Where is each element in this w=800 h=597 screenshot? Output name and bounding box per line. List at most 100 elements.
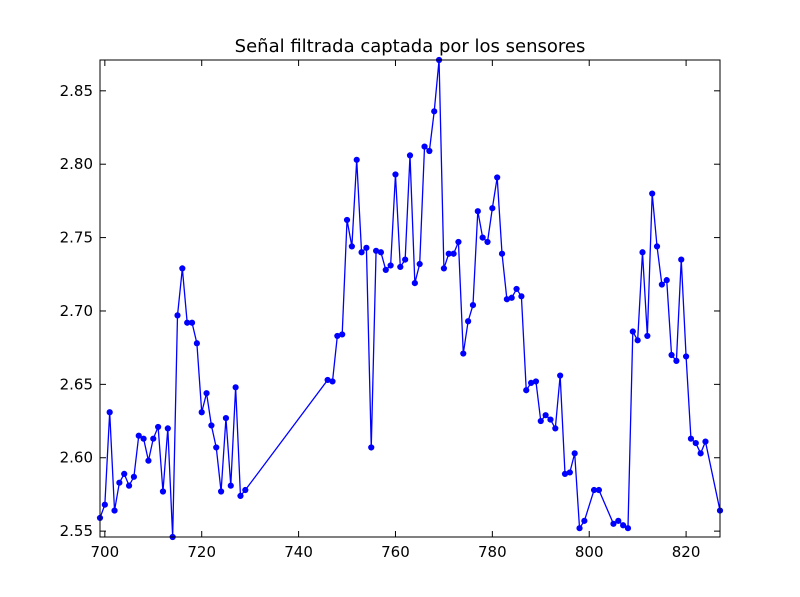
data-point: [411, 279, 418, 287]
data-point: [135, 432, 142, 439]
data-point: [537, 417, 544, 425]
data-point: [164, 425, 171, 432]
data-point: [513, 285, 520, 293]
data-point: [402, 256, 409, 263]
data-point: [208, 422, 215, 429]
data-point: [188, 319, 196, 326]
data-point: [106, 409, 113, 416]
data-point: [489, 205, 496, 212]
data-point: [595, 486, 603, 494]
data-point: [532, 378, 540, 385]
data-point: [668, 351, 675, 359]
data-point: [615, 517, 622, 524]
data-point: [542, 412, 549, 419]
data-point: [203, 390, 210, 397]
data-point: [382, 266, 389, 273]
data-point: [663, 277, 670, 284]
x-tick-label: 800: [575, 543, 604, 561]
data-point: [227, 482, 234, 489]
data-point: [581, 517, 588, 524]
data-point: [348, 243, 355, 250]
data-point: [523, 387, 530, 394]
data-point: [130, 473, 138, 480]
y-tick-label: 2.85: [60, 82, 93, 100]
x-tick-label: 780: [478, 543, 507, 561]
data-point: [518, 293, 525, 300]
data-point: [576, 525, 583, 532]
data-point: [329, 378, 336, 385]
x-tick-label: 820: [672, 543, 701, 561]
data-point: [639, 249, 646, 256]
data-point: [547, 416, 554, 423]
data-point: [392, 171, 399, 178]
data-point: [416, 260, 423, 268]
data-point: [687, 435, 695, 442]
data-point: [101, 501, 108, 508]
data-point: [140, 435, 147, 442]
data-point: [692, 439, 699, 447]
data-point: [455, 238, 462, 246]
data-point: [678, 256, 685, 263]
x-tick-label: 720: [187, 543, 216, 561]
data-point: [397, 263, 404, 271]
data-point: [368, 444, 375, 451]
data-point: [474, 208, 481, 215]
data-point: [232, 384, 239, 391]
data-point: [217, 488, 225, 495]
data-point: [649, 190, 656, 197]
y-tick-label: 2.65: [60, 375, 93, 393]
plot-frame: [99, 59, 721, 538]
data-point: [634, 337, 641, 344]
data-point: [213, 444, 220, 451]
data-point: [557, 372, 564, 379]
data-point: [629, 328, 636, 335]
data-point: [440, 265, 448, 272]
data-point: [358, 249, 365, 256]
data-point: [644, 332, 651, 340]
data-point: [465, 318, 472, 325]
data-point: [479, 234, 486, 241]
data-point: [653, 243, 661, 250]
data-point: [571, 450, 578, 457]
data-point: [426, 147, 433, 155]
y-tick-label: 2.75: [60, 229, 93, 247]
y-axis: 2.55 2.60 2.65 2.70 2.75 2.80 2.85: [60, 82, 720, 540]
x-tick-label: 700: [91, 543, 120, 561]
data-point: [658, 281, 665, 288]
y-tick-label: 2.80: [60, 155, 93, 173]
data-point: [159, 488, 167, 495]
data-point: [155, 423, 162, 431]
data-point: [494, 174, 501, 181]
data-point: [673, 357, 680, 364]
data-point: [450, 250, 457, 257]
data-point: [353, 156, 360, 163]
data-point: [610, 520, 617, 527]
data-point: [174, 312, 181, 319]
x-tick-label: 760: [381, 543, 410, 561]
data-point: [198, 409, 205, 416]
data-point: [406, 152, 414, 159]
data-point: [624, 525, 632, 532]
data-point: [620, 522, 627, 529]
data-point: [145, 457, 152, 464]
data-point: [116, 479, 123, 486]
data-point: [387, 262, 394, 269]
data-point: [150, 435, 157, 442]
data-point: [682, 353, 690, 360]
y-tick-label: 2.60: [60, 449, 93, 467]
data-point: [125, 482, 133, 489]
y-tick-label: 2.55: [60, 522, 93, 540]
data-point: [111, 507, 118, 514]
chart-title: Señal filtrada captada por los sensores: [235, 36, 586, 57]
data-point: [508, 294, 515, 301]
data-point: [484, 238, 491, 246]
data-point: [237, 492, 244, 500]
data-point: [193, 340, 200, 347]
data-point: [498, 250, 506, 257]
x-tick-label: 740: [284, 543, 313, 561]
data-point: [179, 265, 186, 272]
data-point: [460, 350, 467, 357]
x-axis: 700 720 740 760 780 800 820: [91, 60, 701, 561]
series-layer: [96, 56, 724, 541]
